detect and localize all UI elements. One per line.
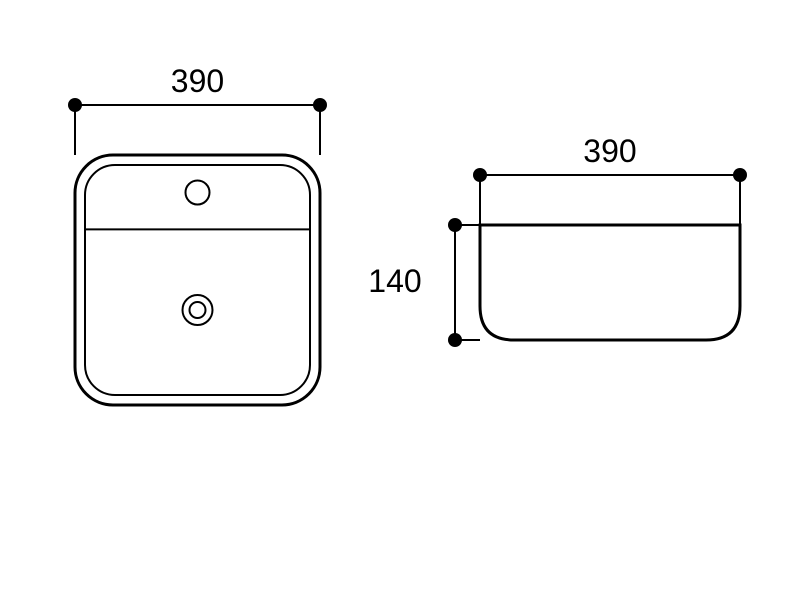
- side-view-profile: [480, 225, 740, 340]
- top-view-inner: [85, 165, 310, 395]
- dimension-label: 390: [171, 63, 224, 99]
- dimension-label: 140: [368, 263, 421, 299]
- top-view-outer: [75, 155, 320, 405]
- drain-inner: [190, 302, 206, 318]
- tap-hole: [186, 181, 210, 205]
- technical-drawing: 390 390 140: [0, 0, 800, 600]
- drain-outer: [183, 295, 213, 325]
- dimension-label: 390: [583, 133, 636, 169]
